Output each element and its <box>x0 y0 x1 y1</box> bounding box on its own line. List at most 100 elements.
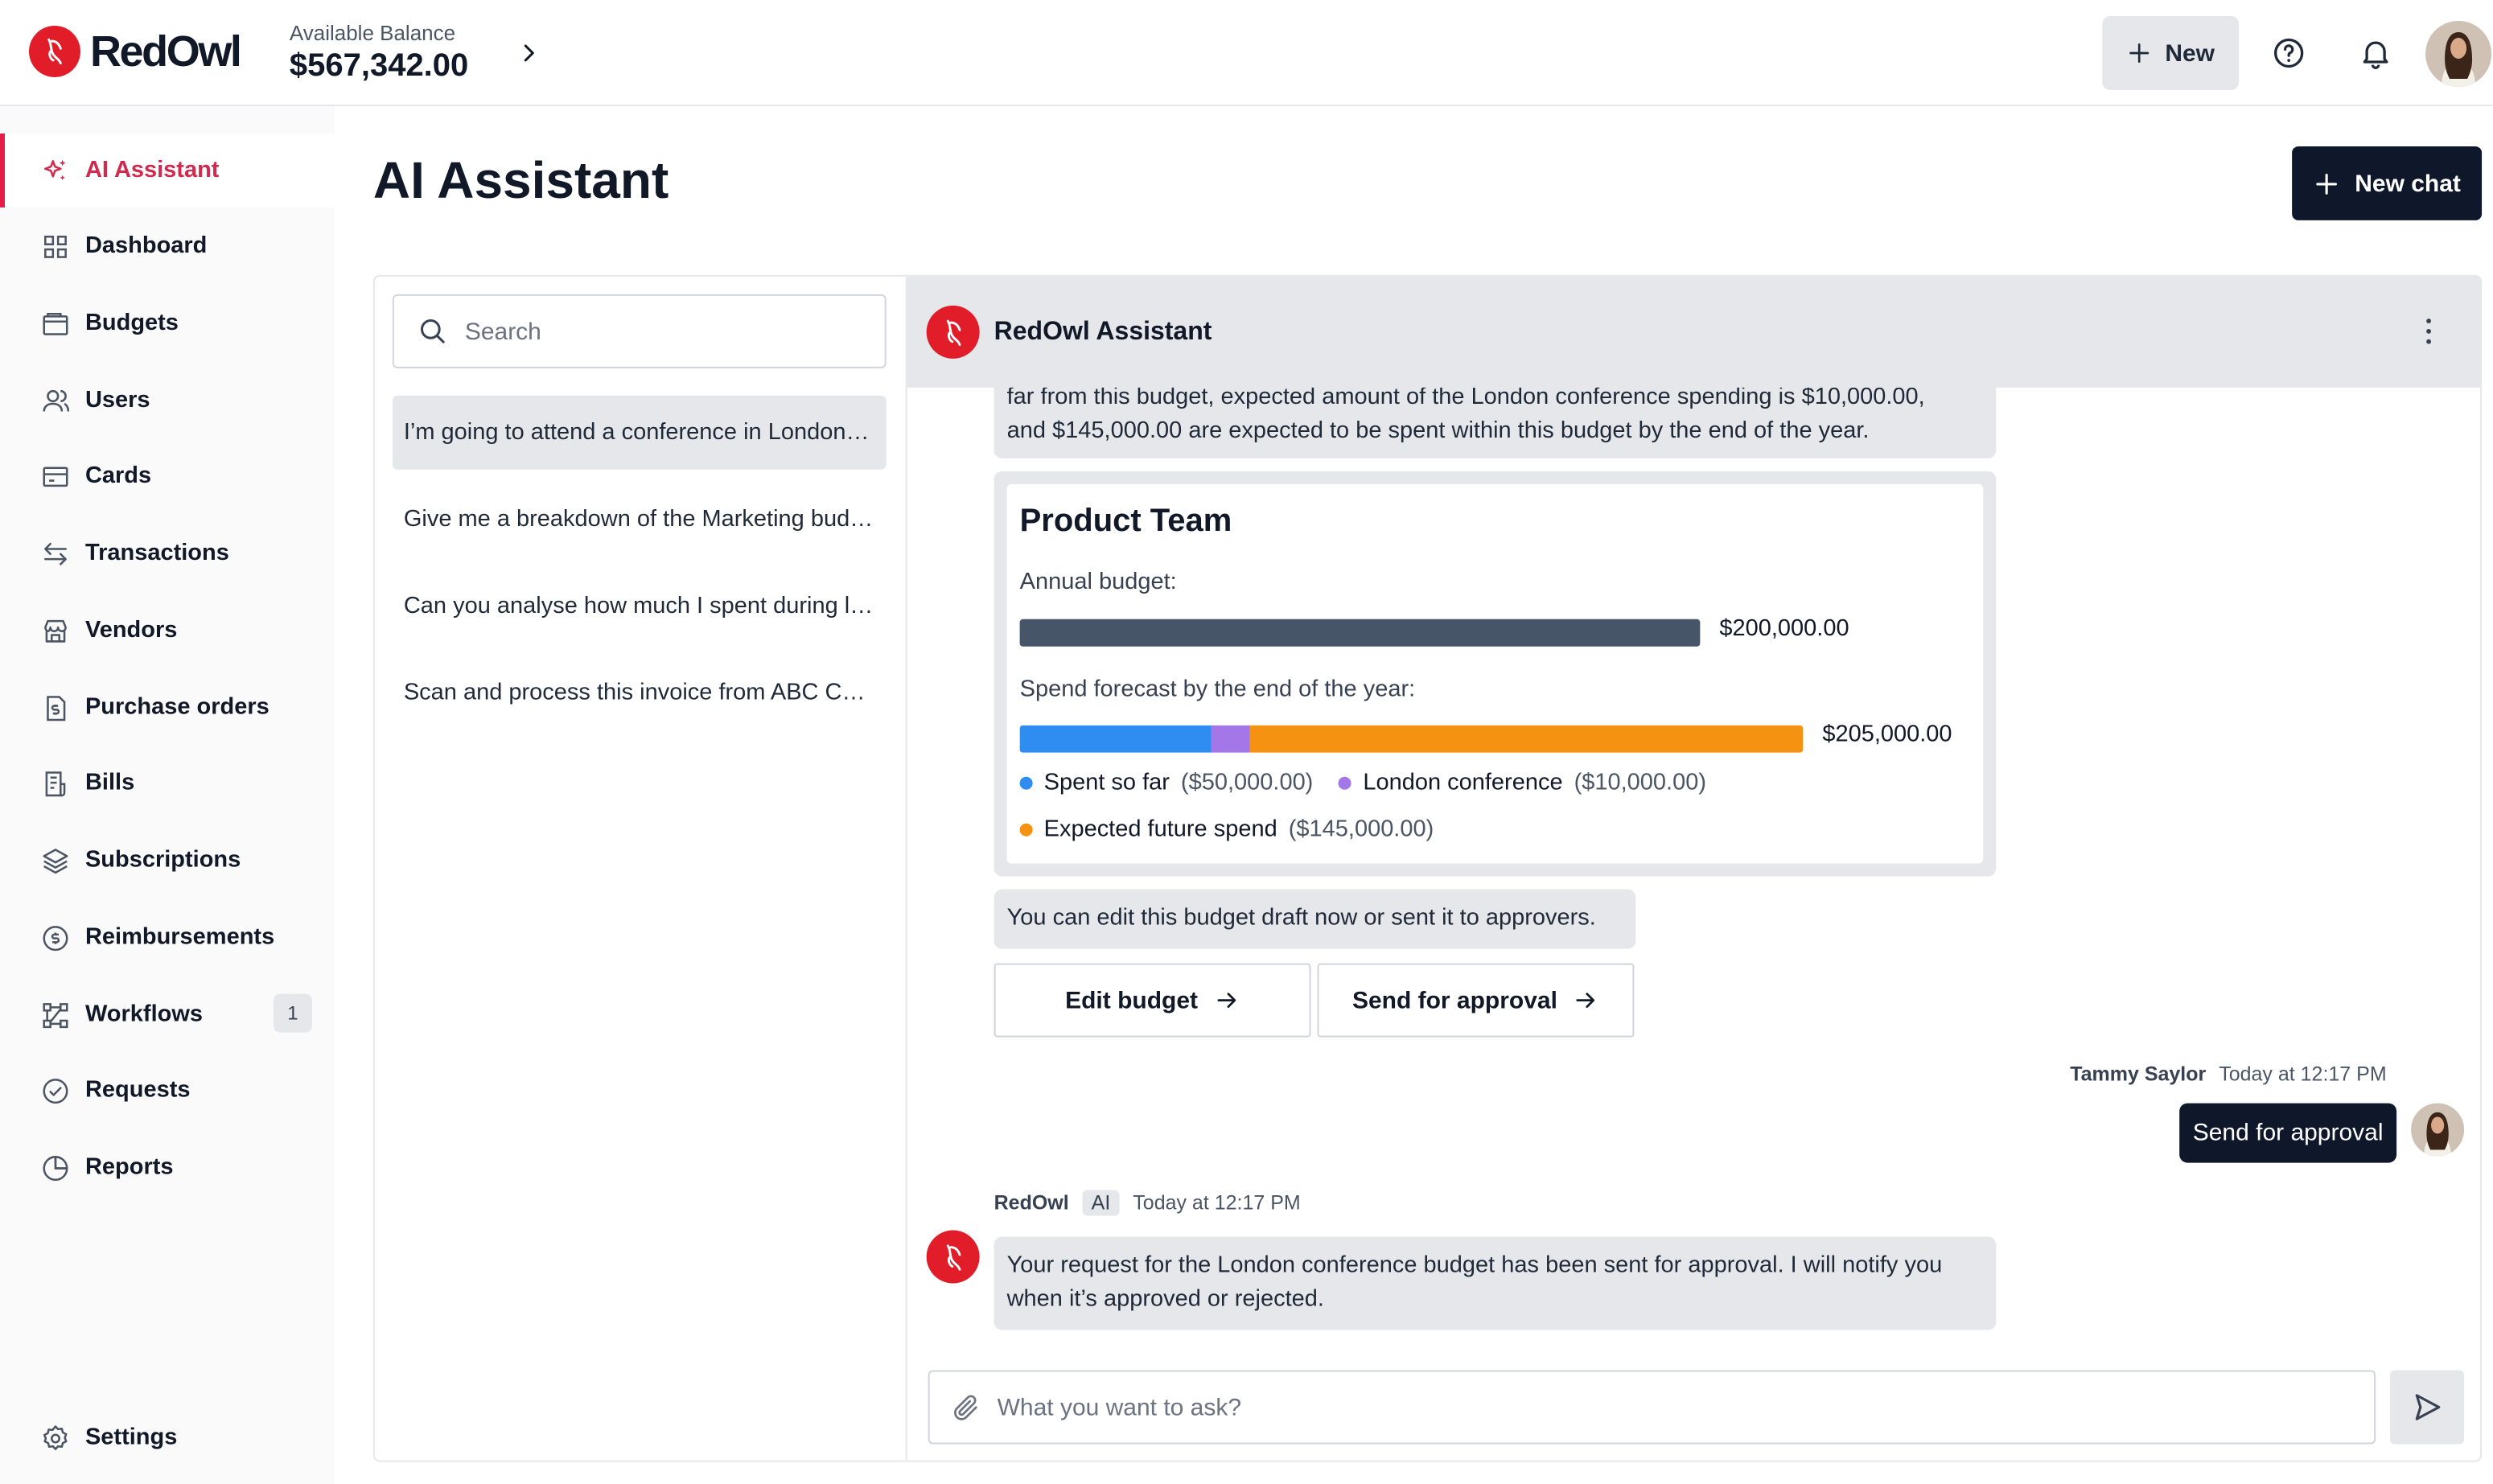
conversation-list: I’m going to attend a conference in Lond… <box>375 276 907 1461</box>
sidebar-item-label: Settings <box>84 1424 178 1451</box>
forecast-legend-row: Expected future spend ($145,000.00) <box>1019 817 1434 843</box>
sidebar-item-label: Subscriptions <box>84 847 241 874</box>
conversation-title: Give me a breakdown of the Marketing bud… <box>403 506 875 532</box>
budget-card-title: Product Team <box>1019 503 1232 539</box>
brand-name: RedOwl <box>89 26 242 75</box>
search-input[interactable] <box>464 317 851 345</box>
sparkles-icon <box>44 158 66 180</box>
message-composer[interactable] <box>928 1370 2376 1445</box>
workflow-icon <box>43 1002 68 1028</box>
forecast-bar-segment <box>1211 725 1249 753</box>
chevron-right-icon[interactable] <box>515 39 544 68</box>
edit-budget-button[interactable]: Edit budget <box>993 963 1311 1038</box>
user-message: Send for approval <box>2179 1103 2397 1163</box>
budget-card-wrapper: Product Team Annual budget: $200,000.00 … <box>993 471 1997 877</box>
legend-label: London conference <box>1363 770 1563 796</box>
sidebar-item-label: Vendors <box>84 617 178 643</box>
available-balance[interactable]: Available Balance $567,342.00 <box>290 21 468 85</box>
ai-badge: AI <box>1081 1190 1121 1216</box>
layers-icon <box>43 848 68 874</box>
message-time: Today at 12:17 PM <box>2219 1063 2387 1086</box>
bot-message-meta: RedOwl AI Today at 12:17 PM <box>994 1190 1301 1216</box>
forecast-label: Spend forecast by the end of the year: <box>1019 676 1416 703</box>
sidebar-item-reports[interactable]: Reports <box>0 1131 335 1205</box>
user-avatar[interactable] <box>2425 20 2492 87</box>
legend-item: Expected future spend ($145,000.00) <box>1019 817 1434 843</box>
forecast-bar-segment <box>1019 725 1212 753</box>
more-options-icon[interactable] <box>2411 314 2446 349</box>
send-for-approval-button[interactable]: Send for approval <box>1317 963 1635 1038</box>
search-icon <box>421 319 445 343</box>
sidebar: AI Assistant Dashboard Budgets Users Car… <box>0 105 335 1484</box>
send-button[interactable] <box>2390 1370 2465 1445</box>
sidebar-item-budgets[interactable]: Budgets <box>0 286 335 360</box>
new-button[interactable]: New <box>2102 15 2240 90</box>
sidebar-item-bills[interactable]: Bills <box>0 746 335 820</box>
search-box[interactable] <box>392 294 887 368</box>
legend-dot <box>1019 823 1033 837</box>
new-chat-label: New chat <box>2355 169 2461 197</box>
message-line: and $145,000.00 are expected to be spent… <box>1006 417 1870 444</box>
legend-dot <box>1339 776 1352 790</box>
store-icon <box>44 619 67 642</box>
sidebar-item-ai-assistant[interactable]: AI Assistant <box>0 133 335 208</box>
edit-budget-label: Edit budget <box>1065 986 1199 1014</box>
logo[interactable]: RedOwl <box>28 25 242 77</box>
send-icon <box>2415 1394 2441 1420</box>
pie-chart-icon <box>43 1155 68 1181</box>
owl-avatar-icon <box>926 305 980 359</box>
conversation-item[interactable]: Scan and process this invoice from ABC C… <box>393 656 887 730</box>
conversation-title: I’m going to attend a conference in Lond… <box>403 419 875 446</box>
bell-icon[interactable] <box>2358 35 2393 71</box>
conversation-title: Scan and process this invoice from ABC C… <box>403 680 875 706</box>
conversation-item[interactable]: Give me a breakdown of the Marketing bud… <box>393 483 887 557</box>
sidebar-item-label: Transactions <box>84 540 229 566</box>
sidebar-item-label: Requests <box>84 1077 191 1104</box>
sidebar-item-label: Purchase orders <box>84 694 269 721</box>
user-message-avatar <box>2411 1103 2465 1157</box>
legend-label: Spent so far <box>1043 770 1170 796</box>
message-author: RedOwl <box>993 1191 1069 1215</box>
message-input[interactable] <box>997 1393 2317 1421</box>
arrow-right-icon <box>1217 993 1236 1008</box>
sidebar-item-requests[interactable]: Requests <box>0 1054 335 1128</box>
check-circle-icon <box>43 1078 68 1104</box>
grid-icon <box>44 234 67 257</box>
sidebar-item-users[interactable]: Users <box>0 364 335 438</box>
sidebar-item-vendors[interactable]: Vendors <box>0 594 335 668</box>
assistant-message: far from this budget, expected amount of… <box>993 364 1997 458</box>
paperclip-icon[interactable] <box>951 1392 981 1422</box>
new-chat-button[interactable]: New chat <box>2292 146 2483 220</box>
chat-header: RedOwl Assistant <box>907 276 2481 388</box>
sidebar-item-settings[interactable]: Settings <box>0 1400 335 1474</box>
owl-logo-icon <box>28 25 80 77</box>
message-time: Today at 12:17 PM <box>1133 1191 1301 1215</box>
sidebar-item-label: AI Assistant <box>84 157 220 183</box>
sidebar-item-reimbursements[interactable]: Reimbursements <box>0 901 335 975</box>
send-for-approval-label: Send for approval <box>1351 986 1557 1014</box>
help-icon[interactable] <box>2271 35 2306 71</box>
budget-card: Product Team Annual budget: $200,000.00 … <box>1006 483 1984 864</box>
sidebar-item-purchase-orders[interactable]: Purchase orders <box>0 671 335 745</box>
conversation-item[interactable]: Can you analyse how much I spent during … <box>393 569 887 643</box>
sidebar-item-subscriptions[interactable]: Subscriptions <box>0 824 335 898</box>
assistant-panel: I’m going to attend a conference in Lond… <box>372 274 2483 1462</box>
sidebar-item-label: Bills <box>84 770 135 796</box>
sidebar-item-cards[interactable]: Cards <box>0 439 335 513</box>
sidebar-item-transactions[interactable]: Transactions <box>0 516 335 590</box>
sidebar-item-label: Users <box>84 387 150 413</box>
annual-budget-bar <box>1019 619 1701 647</box>
sidebar-item-workflows[interactable]: Workflows 1 <box>0 978 335 1052</box>
chat-title: RedOwl Assistant <box>993 317 1212 345</box>
plus-icon <box>2129 43 2149 63</box>
gear-icon <box>43 1424 68 1449</box>
users-icon <box>43 388 70 411</box>
sidebar-item-label: Workflows <box>84 1001 204 1028</box>
forecast-bar-segment <box>1249 725 1804 753</box>
plus-icon <box>2316 173 2338 194</box>
sidebar-item-dashboard[interactable]: Dashboard <box>0 209 335 283</box>
forecast-value: $205,000.00 <box>1822 721 1952 748</box>
annual-budget-label: Annual budget: <box>1019 569 1177 595</box>
conversation-item[interactable]: I’m going to attend a conference in Lond… <box>392 395 887 470</box>
annual-budget-value: $200,000.00 <box>1719 615 1849 642</box>
